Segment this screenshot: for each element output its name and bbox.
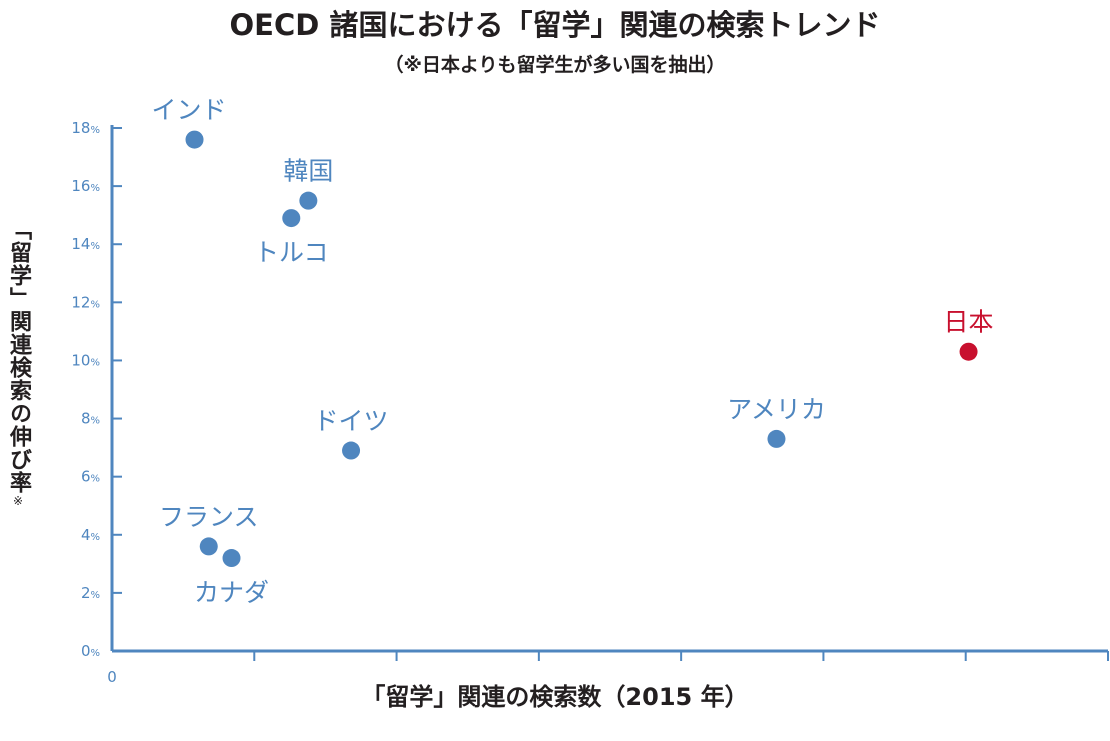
data-point <box>282 209 301 228</box>
point-label: フランス <box>159 502 259 531</box>
y-tick-label: 12% <box>71 293 100 311</box>
y-tick-label: 18% <box>71 119 100 137</box>
y-tick-value: 18 <box>71 119 90 137</box>
y-tick-unit: % <box>90 474 100 485</box>
y-tick-unit: % <box>90 357 100 368</box>
data-point <box>959 342 978 361</box>
y-tick-value: 6 <box>81 468 91 486</box>
point-label: 日本 <box>944 308 994 337</box>
y-tick-label: 4% <box>81 526 100 544</box>
y-tick-unit: % <box>90 183 100 194</box>
y-tick-label: 14% <box>71 235 100 253</box>
data-point <box>299 191 318 210</box>
data-point <box>185 130 204 149</box>
y-tick-unit: % <box>90 241 100 252</box>
y-tick-value: 14 <box>71 235 90 253</box>
y-tick-unit: % <box>90 648 100 659</box>
y-tick-unit: % <box>90 125 100 136</box>
chart-subtitle: （※日本よりも留学生が多い国を抽出） <box>384 54 726 76</box>
y-tick-label: 10% <box>71 351 100 369</box>
y-tick-unit: % <box>90 590 100 601</box>
y-tick-unit: % <box>90 299 100 310</box>
y-tick-label: 2% <box>81 584 100 602</box>
y-tick-label: 16% <box>71 177 100 195</box>
y-tick-label: 0% <box>81 642 100 660</box>
x-tick-label: 0 <box>107 668 117 686</box>
chart-title: OECD 諸国における「留学」関連の検索トレンド <box>229 8 881 42</box>
y-axis-label-text: 「留学」関連検索の伸び率 <box>6 218 31 494</box>
data-point <box>222 549 241 568</box>
point-label: カナダ <box>194 578 269 607</box>
y-tick-value: 12 <box>71 293 90 311</box>
y-tick-value: 10 <box>71 351 90 369</box>
y-tick-value: 0 <box>81 642 91 660</box>
data-point <box>199 537 218 556</box>
y-tick-label: 6% <box>81 468 100 486</box>
y-tick-label: 8% <box>81 410 100 428</box>
point-label: アメリカ <box>727 395 826 424</box>
y-tick-value: 4 <box>81 526 91 544</box>
point-label: トルコ <box>254 238 329 267</box>
y-tick-value: 2 <box>81 584 91 602</box>
y-tick-unit: % <box>90 416 100 427</box>
data-point <box>767 429 786 448</box>
y-tick-unit: % <box>90 532 100 543</box>
data-point <box>342 441 361 460</box>
y-axis-label: 「留学」関連検索の伸び率※ <box>4 218 34 509</box>
y-tick-value: 16 <box>71 177 90 195</box>
point-label: ドイツ <box>314 407 389 436</box>
point-label: 韓国 <box>283 157 333 186</box>
x-axis-label: 「留学」関連の検索数（2015 年） <box>361 683 749 711</box>
point-label: インド <box>152 96 227 125</box>
y-axis-label-note: ※ <box>11 494 25 509</box>
y-tick-value: 8 <box>81 410 91 428</box>
